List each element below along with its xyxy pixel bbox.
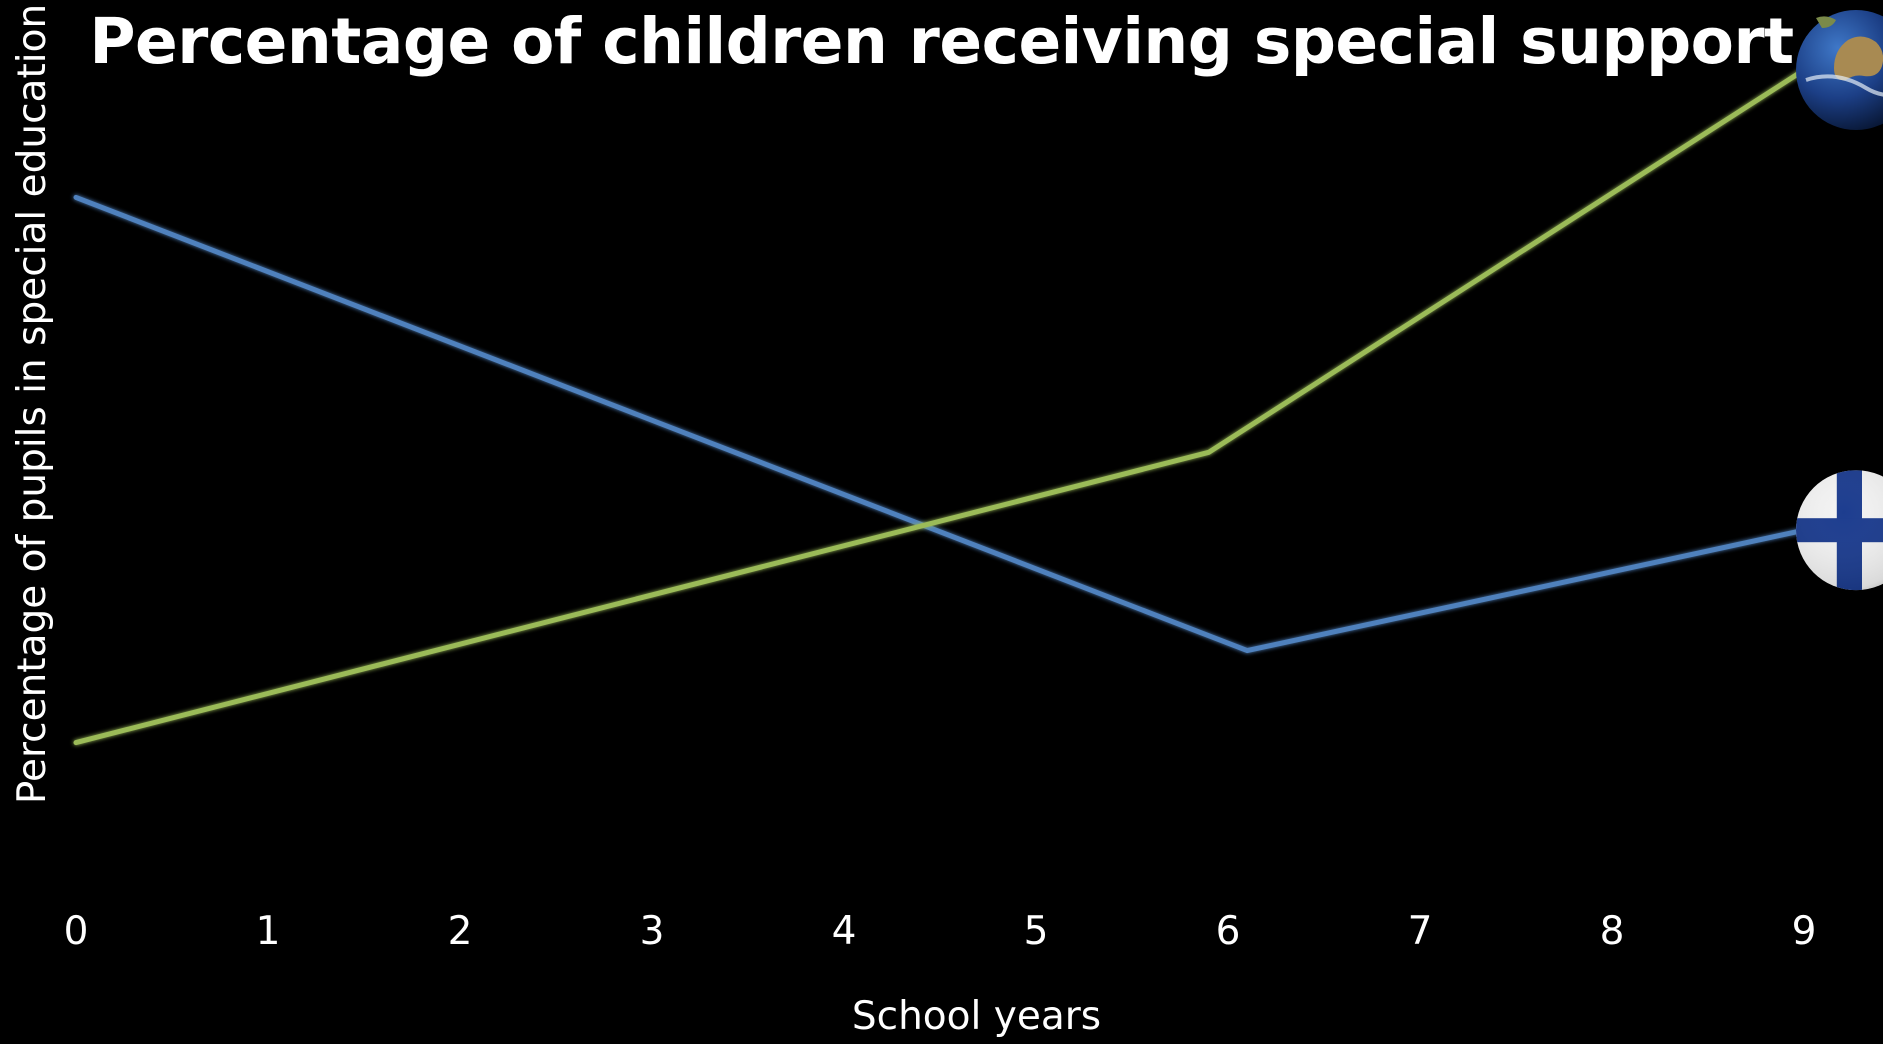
x-tick-label: 8 [1600,909,1625,954]
x-tick-label: 3 [640,909,665,954]
x-tick-label: 1 [256,909,281,954]
chart-title: Percentage of children receiving special… [89,5,1794,78]
series-line-0 [73,194,1807,654]
x-tick-label: 2 [448,909,473,954]
finland-flag-icon [1796,470,1883,591]
series-line-1 [73,67,1807,746]
x-axis-ticks: 0 1 2 3 4 5 6 7 8 9 [64,909,1817,954]
x-tick-label: 0 [64,909,89,954]
x-tick-label: 5 [1024,909,1049,954]
x-tick-label: 9 [1792,909,1817,954]
x-tick-label: 7 [1408,909,1433,954]
x-tick-label: 6 [1216,909,1241,954]
marker-layer [1796,10,1883,591]
globe-icon [1796,10,1883,130]
x-axis-label: School years [851,994,1102,1039]
x-tick-label: 4 [832,909,857,954]
series-layer [73,67,1807,746]
